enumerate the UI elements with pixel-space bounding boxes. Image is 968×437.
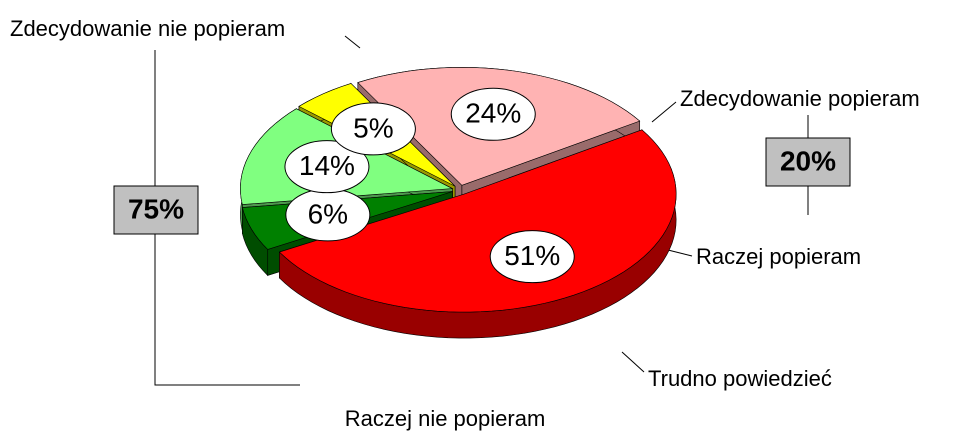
category-label: Raczej popieram xyxy=(696,244,861,269)
bracket-75 xyxy=(154,50,300,386)
value-label: 6% xyxy=(308,198,348,229)
value-label-bg xyxy=(450,87,536,141)
value-label: 51% xyxy=(504,240,560,271)
leader xyxy=(344,35,361,49)
value-label: 14% xyxy=(299,150,355,181)
leader xyxy=(667,249,693,257)
value-label-bg xyxy=(330,102,416,156)
leaders xyxy=(154,35,809,386)
slice xyxy=(278,129,677,313)
category-label: Zdecydowanie nie popieram xyxy=(10,16,285,41)
value-label: 24% xyxy=(465,98,521,129)
category-label: Trudno powiedzieć xyxy=(648,366,832,391)
annotation: 20% xyxy=(780,145,836,176)
annotation: 75% xyxy=(128,193,184,224)
category-label: Raczej nie popieram xyxy=(345,406,546,431)
leader xyxy=(621,351,645,373)
value-label-bg xyxy=(489,230,575,284)
category-label: Zdecydowanie popieram xyxy=(680,86,920,111)
value-label-bg xyxy=(284,140,370,194)
leader xyxy=(651,101,677,123)
annotation-box xyxy=(113,185,199,235)
value-label: 5% xyxy=(353,112,393,143)
annotation-box xyxy=(765,137,851,187)
